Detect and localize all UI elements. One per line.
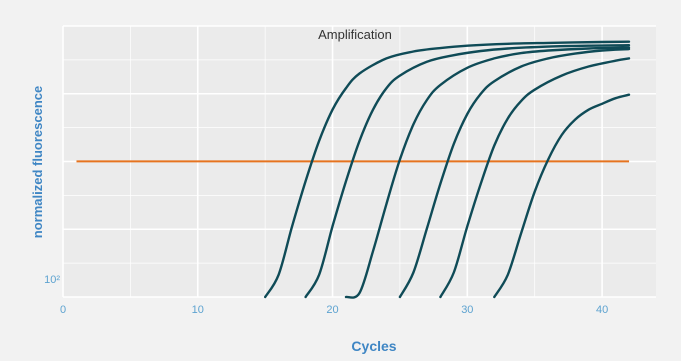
chart-title: Amplification xyxy=(318,27,392,42)
y-axis-title: normalized fluorescence xyxy=(30,86,45,238)
amplification-curve-6 xyxy=(493,93,631,299)
y-tick-layer: 10² xyxy=(44,274,60,286)
amplification-curve-3 xyxy=(344,46,631,299)
x-tick-label: 30 xyxy=(461,304,473,316)
amplification-curve-2 xyxy=(304,44,631,299)
x-axis-title: Cycles xyxy=(351,338,396,354)
amplification-curve-5 xyxy=(439,57,631,299)
amplification-curve-1 xyxy=(264,40,631,299)
x-tick-label: 0 xyxy=(60,304,66,316)
series-layer xyxy=(264,40,631,299)
x-tick-layer: 0 10 20 30 40 xyxy=(60,304,608,316)
amplification-curve-4 xyxy=(398,47,631,299)
y-tick-label: 10² xyxy=(44,274,60,286)
x-tick-label: 40 xyxy=(596,304,608,316)
x-tick-label: 20 xyxy=(326,304,338,316)
x-tick-label: 10 xyxy=(192,304,204,316)
